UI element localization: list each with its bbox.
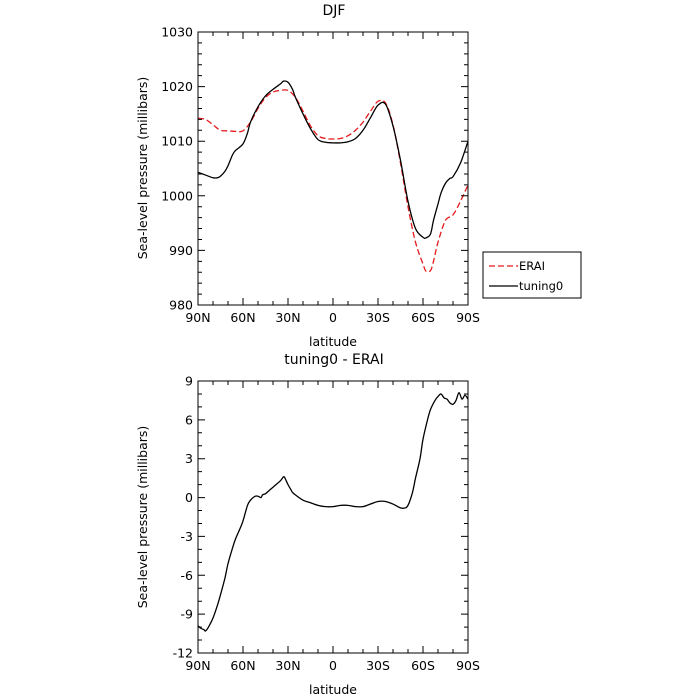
top-x-tick-label: 60S: [411, 310, 435, 325]
top-chart-title: DJF: [323, 3, 346, 19]
bottom-x-tick-label: 30N: [275, 658, 300, 673]
bottom-series-line-difference: [197, 392, 469, 632]
bottom-y-tick-label: -9: [181, 607, 194, 622]
bottom-y-tick-label: 3: [185, 451, 193, 466]
bottom-x-tick-label: 90S: [456, 658, 480, 673]
bottom-y-tick-label: 9: [185, 374, 193, 389]
legend-box: [482, 251, 582, 299]
top-y-tick-label: 1010: [161, 134, 193, 149]
bottom-y-axis-label: Sea-level pressure (millibars): [135, 426, 150, 609]
bottom-y-tick-label: -3: [181, 529, 193, 544]
bottom-x-tick-label: 0: [329, 658, 337, 673]
legend-label-tuning0: tuning0: [519, 279, 563, 293]
bottom-x-tick-label: 30S: [366, 658, 390, 673]
top-y-tick-label: 1030: [161, 25, 193, 40]
top-y-tick-label: 1020: [161, 79, 193, 94]
bottom-plot-frame: [197, 380, 469, 654]
top-x-tick-label: 60N: [230, 310, 255, 325]
top-x-axis-label: latitude: [309, 334, 357, 349]
top-x-tick-label: 30N: [275, 310, 300, 325]
top-series-line-erai: [197, 89, 469, 273]
top-x-tick-label: 0: [329, 310, 337, 325]
bottom-y-tick-label: 6: [185, 412, 193, 427]
top-y-tick-label: 1000: [161, 188, 193, 203]
top-y-tick-label: 980: [169, 298, 193, 313]
bottom-x-tick-label: 60N: [230, 658, 255, 673]
top-plot-frame: [197, 31, 469, 306]
bottom-x-tick-label: 90N: [185, 658, 210, 673]
top-x-tick-label: 30S: [366, 310, 390, 325]
top-y-axis-label: Sea-level pressure (millibars): [135, 77, 150, 260]
top-x-tick-label: 90S: [456, 310, 480, 325]
bottom-chart-title: tuning0 - ERAI: [284, 352, 383, 368]
bottom-y-tick-label: -12: [173, 646, 193, 661]
bottom-panel: tuning0 - ERAI 90N 60N 30N 0 30S 60S 90S 9 6 3 0 -3…: [135, 352, 480, 697]
legend: ERAI tuning0: [482, 251, 582, 299]
top-x-tick-label: 90N: [185, 310, 210, 325]
top-y-tick-label: 990: [169, 243, 193, 258]
bottom-y-tick-label: 0: [185, 490, 193, 505]
top-series-line-tuning0: [197, 80, 469, 239]
bottom-x-tick-label: 60S: [411, 658, 435, 673]
bottom-y-tick-label: -6: [181, 568, 194, 583]
legend-label-erai: ERAI: [519, 259, 545, 273]
bottom-x-axis-label: latitude: [309, 682, 357, 697]
top-panel: DJF 90N 60N 30N 0 30S 60S 90S 1030 1020 1010 1000 9…: [135, 3, 582, 349]
